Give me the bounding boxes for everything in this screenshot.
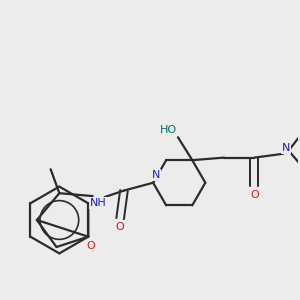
Text: N: N	[282, 143, 290, 153]
Text: O: O	[116, 223, 124, 232]
Text: O: O	[86, 241, 95, 250]
Text: NH: NH	[90, 198, 107, 208]
Text: HO: HO	[160, 125, 177, 135]
Text: N: N	[152, 170, 160, 180]
Text: O: O	[250, 190, 259, 200]
